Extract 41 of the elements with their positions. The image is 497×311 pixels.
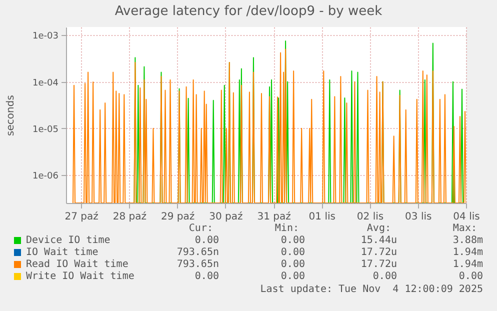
text: 0.00 — [280, 235, 305, 247]
text: 1.94m — [452, 247, 483, 259]
text: 0.00 — [280, 271, 305, 283]
x-tick-label: 02 lis — [356, 212, 384, 222]
text: Max: — [452, 223, 477, 235]
line-series — [72, 48, 466, 203]
text: 0.00 — [194, 271, 219, 283]
y-tick-label: 1e-03 — [32, 32, 58, 42]
text: 0.00 — [194, 235, 219, 247]
y-tick-label: 1e-04 — [32, 78, 59, 88]
legend-label: Read IO Wait time — [26, 259, 128, 271]
text: 793.65n — [176, 259, 219, 271]
x-tick-label: 28 paź — [112, 210, 146, 222]
text: 793.65n — [176, 247, 219, 259]
x-tick-label: 01 lis — [308, 212, 336, 222]
text: Avg: — [366, 223, 391, 235]
x-tick-label: 30 paź — [209, 210, 243, 222]
chart-title: Average latency for /dev/loop9 - by week — [114, 4, 384, 19]
y-axis-title: seconds — [6, 95, 16, 136]
text: Last update: Tue Nov 4 12:00:09 2025 — [260, 284, 483, 296]
text: 0.00 — [372, 271, 397, 283]
text: 0.00 — [280, 247, 305, 259]
text: Cur: — [188, 223, 213, 235]
text: 3.88m — [452, 235, 483, 247]
x-tick-label: 03 lis — [405, 212, 432, 222]
text: 17.72u — [360, 259, 397, 271]
x-tick-label: 04 lis — [453, 212, 480, 222]
legend-label: Write IO Wait time — [26, 271, 134, 283]
text: 0.00 — [280, 259, 305, 271]
x-tick-label: 29 paź — [160, 210, 195, 222]
x-tick-label: 27 paź — [64, 210, 98, 222]
text: 1.94m — [452, 259, 483, 271]
text: 0.00 — [458, 271, 483, 283]
text: 17.72u — [360, 247, 397, 259]
y-tick-label: 1e-06 — [32, 171, 59, 182]
text: Min: — [274, 223, 299, 235]
legend-label: Device IO time — [26, 235, 110, 247]
legend-label: IO Wait time — [26, 247, 98, 259]
text: 15.44u — [360, 235, 397, 247]
y-tick-label: 1e-05 — [32, 124, 58, 135]
x-tick-label: 31 paź — [257, 210, 291, 222]
